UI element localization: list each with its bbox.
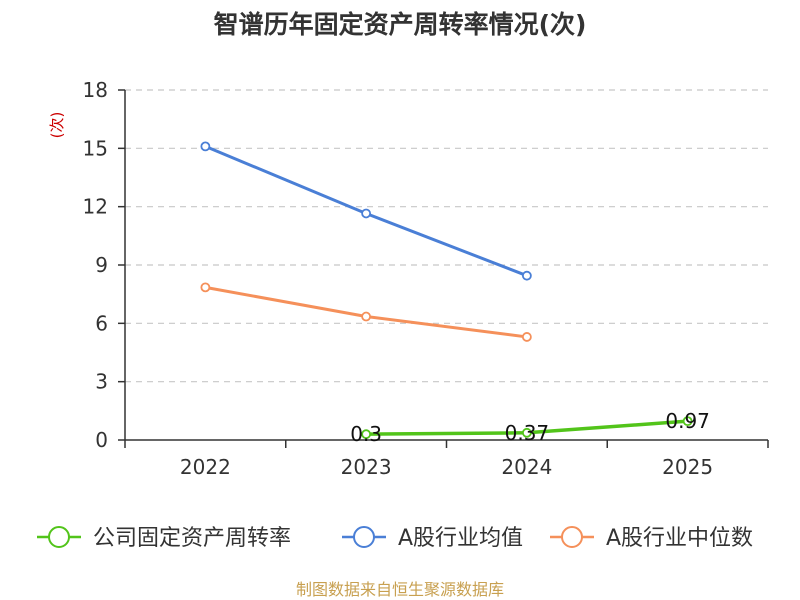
legend-item-0[interactable]: 公司固定资产周转率 xyxy=(37,526,291,551)
legend-label: A股行业中位数 xyxy=(606,526,753,551)
y-tick-label: 18 xyxy=(83,78,108,102)
series-layer: 0.3 0.37 0.97 xyxy=(200,141,710,446)
x-tick-label: 2024 xyxy=(501,455,552,479)
legend-marker xyxy=(48,526,70,548)
y-tick-label: 12 xyxy=(83,195,108,219)
data-point xyxy=(521,270,532,281)
x-tick-label: 2022 xyxy=(180,455,231,479)
data-point xyxy=(521,427,532,438)
data-point xyxy=(361,311,372,322)
data-point xyxy=(521,332,532,342)
legend[interactable]: 公司固定资产周转率 A股行业均值 A股行业中位数 xyxy=(37,526,753,551)
y-tick-label: 3 xyxy=(95,370,108,394)
legend-item-1[interactable]: A股行业均值 xyxy=(342,526,523,551)
data-point xyxy=(361,208,372,219)
y-tick-label: 15 xyxy=(83,136,108,160)
data-label: 0.97 xyxy=(665,409,710,433)
legend-marker xyxy=(561,526,583,548)
source-note: 制图数据来自恒生聚源数据库 xyxy=(296,580,504,599)
data-point xyxy=(361,429,372,440)
legend-label: 公司固定资产周转率 xyxy=(93,526,291,551)
chart-title: 智谱历年固定资产周转率情况(次) xyxy=(214,10,587,39)
legend-marker xyxy=(353,526,375,548)
data-point xyxy=(200,282,211,293)
grid-lines xyxy=(125,89,768,383)
y-tick-label: 6 xyxy=(95,311,108,335)
y-axis-label: (次) xyxy=(48,112,66,139)
data-point xyxy=(682,416,693,427)
x-tick-label: 2025 xyxy=(662,455,713,479)
data-label: 0.37 xyxy=(505,421,550,445)
legend-item-2[interactable]: A股行业中位数 xyxy=(550,526,753,551)
x-tick-label: 2023 xyxy=(341,455,392,479)
y-tick-label: 9 xyxy=(95,253,108,277)
data-point xyxy=(200,141,211,152)
axes: 0 3 6 9 12 15 18 2022 2023 2024 2025 xyxy=(83,78,769,479)
data-label: 0.3 xyxy=(350,422,382,446)
y-tick-label: 0 xyxy=(95,428,108,452)
legend-label: A股行业均值 xyxy=(398,526,523,551)
